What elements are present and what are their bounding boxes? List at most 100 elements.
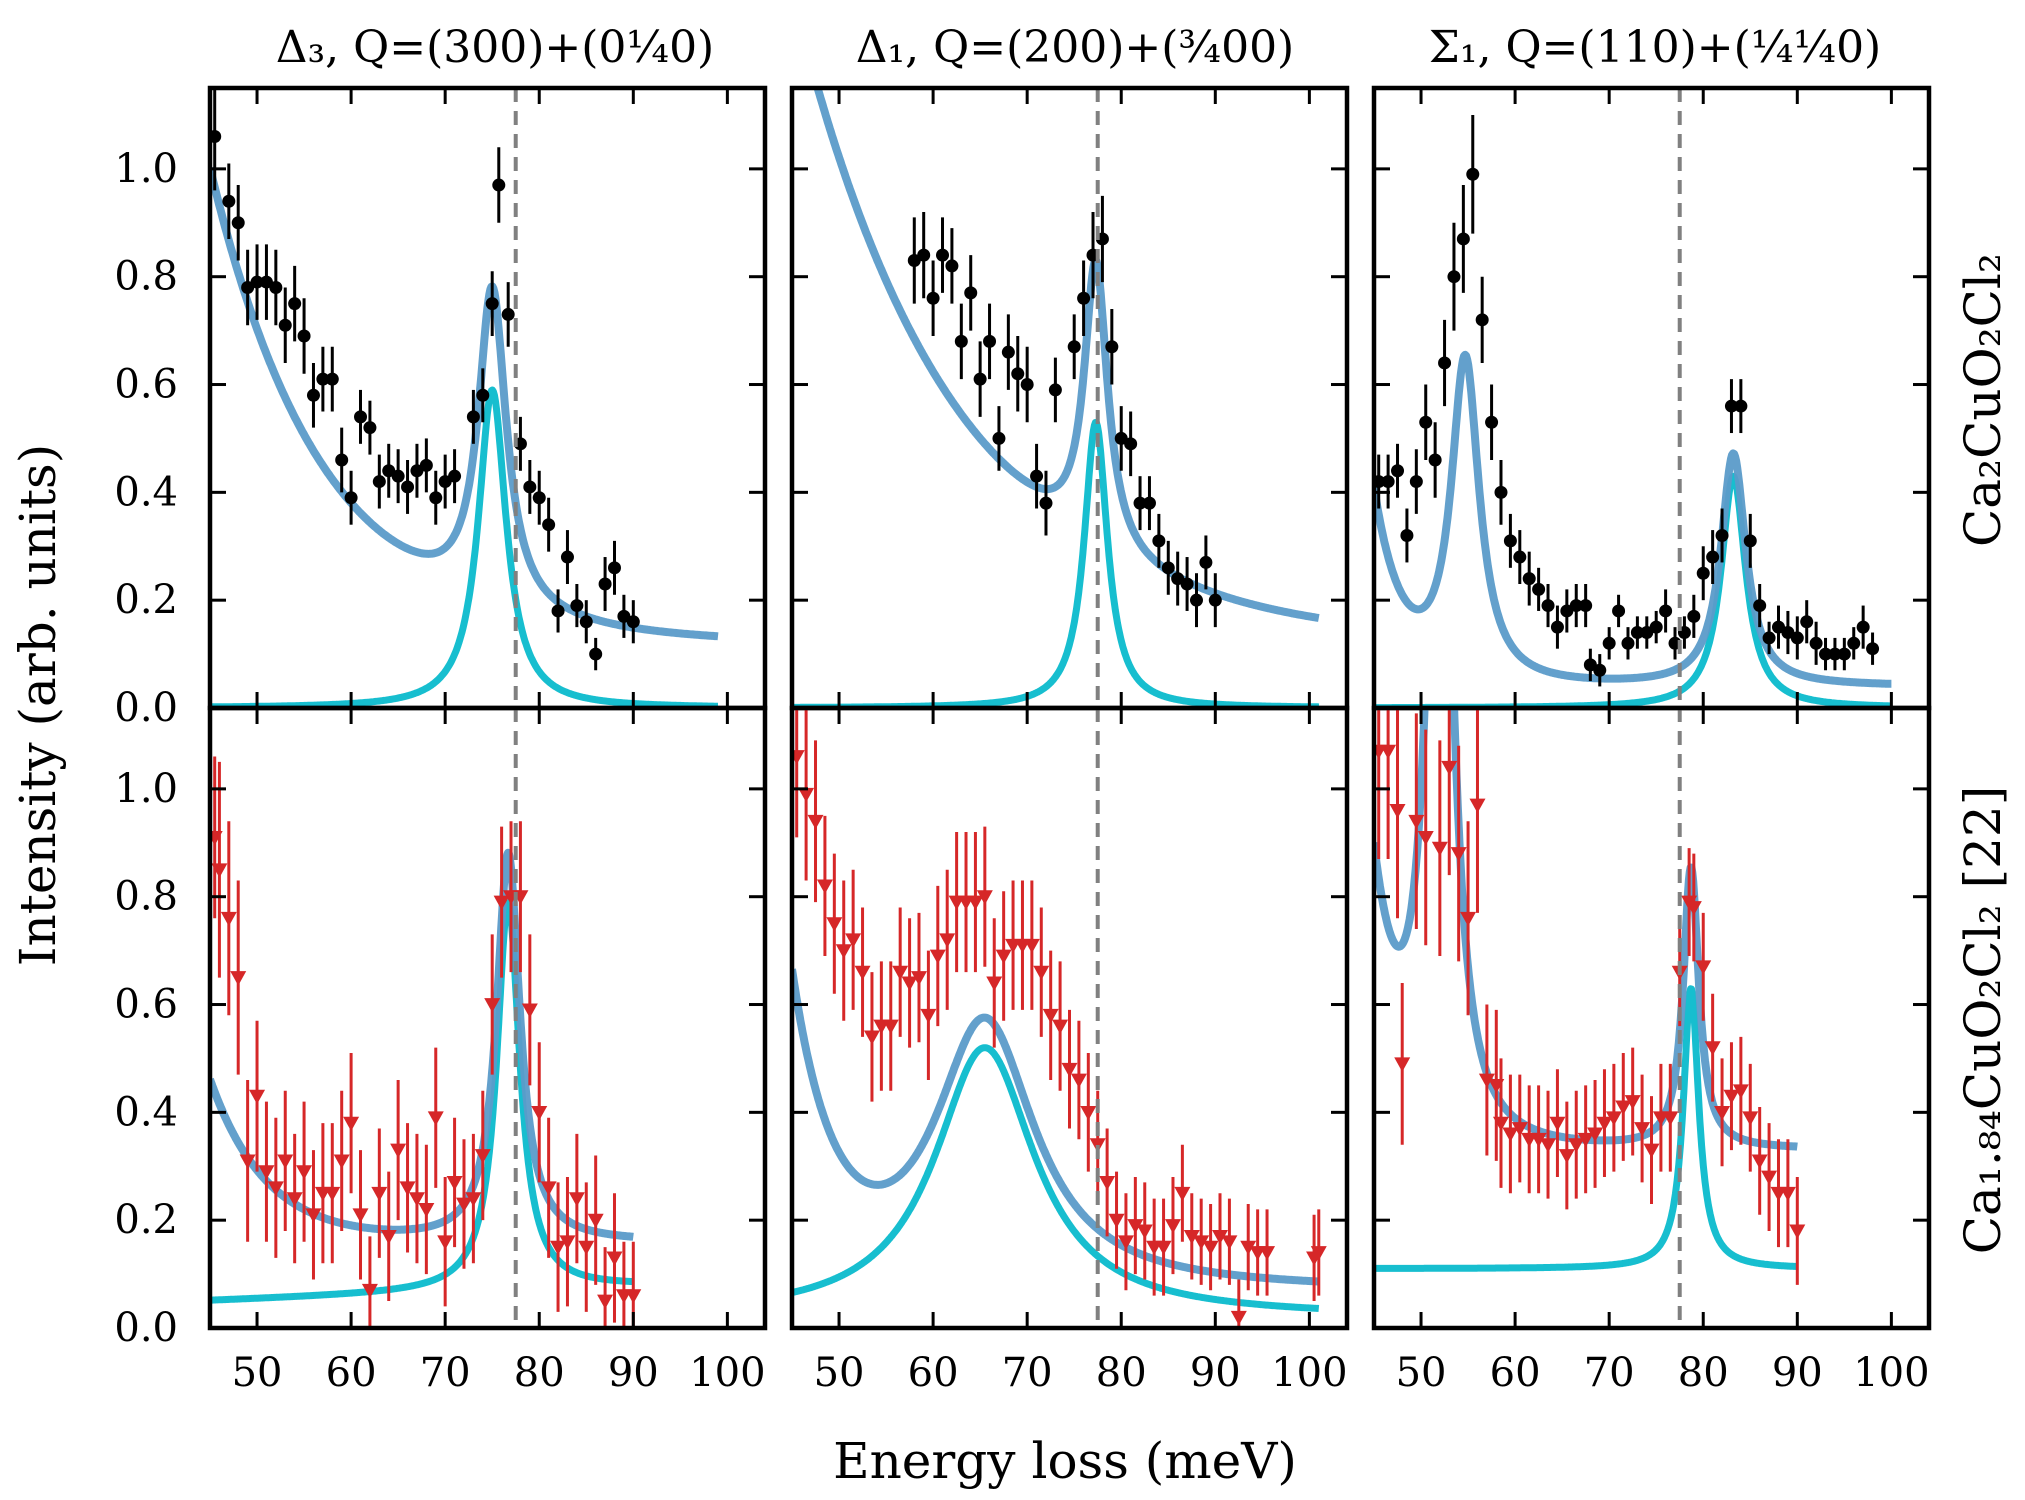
data-point (1428, 453, 1442, 467)
data-point (945, 259, 959, 273)
data-point (1643, 1143, 1660, 1159)
data-point (1042, 1008, 1059, 1024)
data-point (1001, 345, 1015, 359)
data-point (1659, 604, 1673, 618)
data-point (1469, 798, 1486, 814)
data-point (1033, 965, 1050, 981)
data-point (352, 1208, 369, 1223)
data-point (1511, 1122, 1528, 1137)
data-point (1374, 475, 1386, 489)
data-point (296, 1165, 313, 1180)
data-point (438, 475, 452, 489)
data-point (1310, 1246, 1327, 1261)
data-point (1714, 1105, 1731, 1121)
data-point (361, 1283, 378, 1299)
x-tick-label: 90 (1190, 1350, 1241, 1396)
data-point (1734, 399, 1748, 413)
y-tick-label: 1.0 (114, 146, 178, 192)
data-point (1080, 1105, 1097, 1121)
data-point (926, 291, 940, 305)
total-fit-line (792, 968, 1322, 1286)
data-point (1558, 1149, 1575, 1164)
data-point (1687, 609, 1701, 623)
panel-0-1 (789, 85, 1350, 711)
data-point (446, 1176, 463, 1191)
data-point (1743, 534, 1757, 548)
data-point (1732, 1084, 1749, 1099)
data-point (220, 911, 237, 927)
data-point (1560, 604, 1574, 618)
data-point (1409, 475, 1423, 489)
data-point (1540, 1138, 1557, 1153)
data-point (1136, 1224, 1153, 1239)
data-point (578, 1240, 595, 1256)
data-point (492, 178, 506, 192)
data-point (278, 318, 292, 332)
data-point (1067, 340, 1081, 354)
data-point (1640, 626, 1654, 640)
data-point (474, 1149, 491, 1164)
data-point (1587, 1127, 1604, 1142)
data-point (410, 464, 424, 478)
panel-frame (207, 705, 768, 1331)
data-point (626, 615, 640, 629)
data-point (1133, 496, 1147, 510)
data-point (1202, 1240, 1219, 1256)
data-point (258, 1165, 275, 1180)
data-point (466, 410, 480, 424)
y-axis-title: Intensity (arb. units) (9, 444, 67, 966)
data-point (1124, 437, 1138, 451)
y-tick-label: 0.4 (114, 469, 178, 515)
plot-area (1374, 114, 1895, 708)
data-point (1522, 572, 1536, 586)
data-point (521, 1003, 538, 1018)
x-tick-label: 50 (232, 1350, 283, 1396)
data-point (343, 1116, 360, 1132)
data-point (568, 1192, 585, 1207)
data-point (324, 1186, 341, 1202)
data-point (560, 550, 574, 564)
data-point (1751, 1154, 1768, 1169)
data-point (1662, 1111, 1679, 1126)
peak-fit-line (210, 386, 721, 708)
data-point (917, 248, 931, 262)
data-point (936, 248, 950, 262)
data-point (1621, 636, 1635, 650)
peak-fit-line (792, 1044, 1322, 1312)
data-point (1502, 1127, 1519, 1142)
data-point (210, 130, 222, 144)
x-tick-label: 100 (689, 1350, 765, 1396)
data-point (382, 464, 396, 478)
data-point (954, 334, 968, 348)
data-point (1456, 232, 1470, 246)
data-point (401, 480, 415, 494)
y-tick-label: 0.4 (114, 1089, 178, 1135)
data-point (418, 1202, 435, 1218)
data-point (1394, 1057, 1411, 1072)
data-point (854, 965, 871, 981)
data-point (484, 998, 501, 1013)
data-point (1180, 577, 1194, 591)
data-point (845, 933, 862, 948)
data-point (967, 895, 984, 911)
data-point (1030, 469, 1044, 483)
data-point (1612, 604, 1626, 618)
peak-fit-line (210, 899, 636, 1304)
data-point (408, 1192, 425, 1207)
total-fit-line (210, 166, 721, 641)
x-tick-label: 50 (1396, 1350, 1447, 1396)
data-point (1789, 1224, 1806, 1239)
data-point (1695, 960, 1712, 975)
data-point (1704, 1041, 1721, 1056)
data-point (419, 458, 433, 472)
data-point (325, 372, 339, 386)
data-point (835, 944, 852, 959)
data-point (1460, 911, 1477, 927)
data-point (354, 410, 368, 424)
plot-area (210, 88, 721, 708)
data-point (1447, 270, 1461, 284)
data-point (1419, 415, 1433, 429)
data-point (1828, 647, 1842, 661)
y-tick-label: 1.0 (114, 766, 178, 812)
